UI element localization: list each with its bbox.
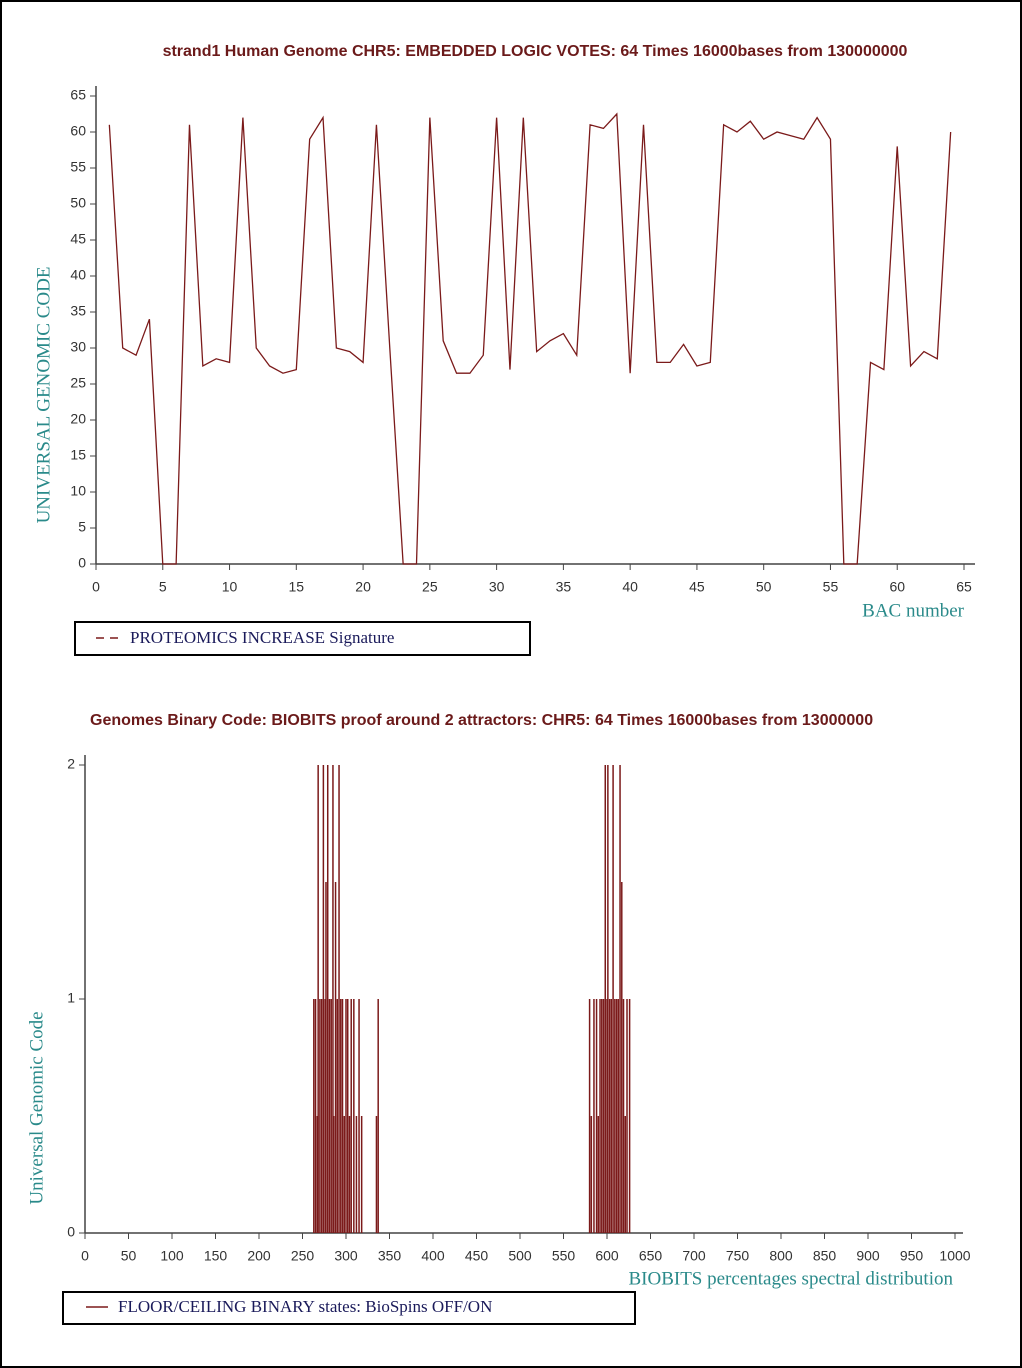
- x-tick-label: 55: [823, 579, 839, 595]
- chart-title: strand1 Human Genome CHR5: EMBEDDED LOGI…: [163, 43, 908, 60]
- x-tick-label: 750: [726, 1248, 750, 1264]
- data-line: [108, 112, 952, 565]
- y-tick-label: 25: [70, 375, 86, 391]
- y-tick-label: 60: [70, 123, 86, 139]
- x-tick-label: 800: [769, 1248, 793, 1264]
- chart-title: Genomes Binary Code: BIOBITS proof aroun…: [90, 712, 873, 729]
- y-axis-label: UNIVERSAL GENOMIC CODE: [33, 267, 54, 524]
- y-tick-label: 55: [70, 159, 86, 175]
- y-tick-label: 35: [70, 303, 86, 319]
- x-tick-label: 45: [689, 579, 705, 595]
- x-tick-label: 30: [489, 579, 505, 595]
- x-tick-label: 650: [639, 1248, 663, 1264]
- legend-entry: PROTEOMICS INCREASE Signature: [130, 628, 394, 647]
- x-tick-label: 1000: [939, 1248, 970, 1264]
- y-tick-label: 45: [70, 231, 86, 247]
- y-axis-label: Universal Genomic Code: [26, 1011, 47, 1204]
- x-tick-label: 350: [378, 1248, 402, 1264]
- y-tick-label: 20: [70, 411, 86, 427]
- y-tick-label: 10: [70, 483, 86, 499]
- x-tick-label: 950: [900, 1248, 924, 1264]
- x-axis-label: BAC number: [862, 600, 965, 621]
- y-tick-label: 40: [70, 267, 86, 283]
- x-tick-label: 60: [889, 579, 905, 595]
- x-tick-label: 10: [222, 579, 238, 595]
- x-tick-label: 35: [556, 579, 572, 595]
- y-tick-label: 30: [70, 339, 86, 355]
- x-tick-label: 20: [355, 579, 371, 595]
- x-tick-label: 250: [291, 1248, 315, 1264]
- x-tick-label: 500: [508, 1248, 532, 1264]
- y-tick-label: 0: [67, 1224, 75, 1240]
- x-tick-label: 400: [421, 1248, 445, 1264]
- x-tick-label: 0: [92, 579, 100, 595]
- legend-box: [74, 621, 531, 656]
- x-tick-label: 550: [552, 1248, 576, 1264]
- y-tick-label: 65: [70, 87, 86, 103]
- y-tick-label: 2: [67, 756, 75, 772]
- y-tick-label: 50: [70, 195, 86, 211]
- x-tick-label: 40: [622, 579, 638, 595]
- x-tick-label: 150: [204, 1248, 228, 1264]
- y-tick-label: 15: [70, 447, 86, 463]
- y-tick-label: 0: [78, 555, 86, 571]
- x-tick-label: 25: [422, 579, 438, 595]
- x-tick-label: 65: [956, 579, 972, 595]
- x-tick-label: 700: [682, 1248, 706, 1264]
- x-tick-label: 200: [247, 1248, 271, 1264]
- x-tick-label: 15: [289, 579, 305, 595]
- x-tick-label: 5: [159, 579, 167, 595]
- x-axis-label: BIOBITS percentages spectral distributio…: [628, 1268, 953, 1289]
- y-tick-label: 5: [78, 519, 86, 535]
- x-tick-label: 850: [813, 1248, 837, 1264]
- x-tick-label: 300: [334, 1248, 358, 1264]
- x-tick-label: 900: [856, 1248, 880, 1264]
- y-tick-label: 1: [67, 990, 75, 1006]
- legend-box: [62, 1291, 636, 1325]
- legend-entry: FLOOR/CEILING BINARY states: BioSpins OF…: [118, 1297, 492, 1316]
- x-tick-label: 100: [160, 1248, 184, 1264]
- x-tick-label: 50: [121, 1248, 137, 1264]
- x-tick-label: 450: [465, 1248, 489, 1264]
- x-tick-label: 50: [756, 579, 772, 595]
- x-tick-label: 600: [595, 1248, 619, 1264]
- x-tick-label: 0: [81, 1248, 89, 1264]
